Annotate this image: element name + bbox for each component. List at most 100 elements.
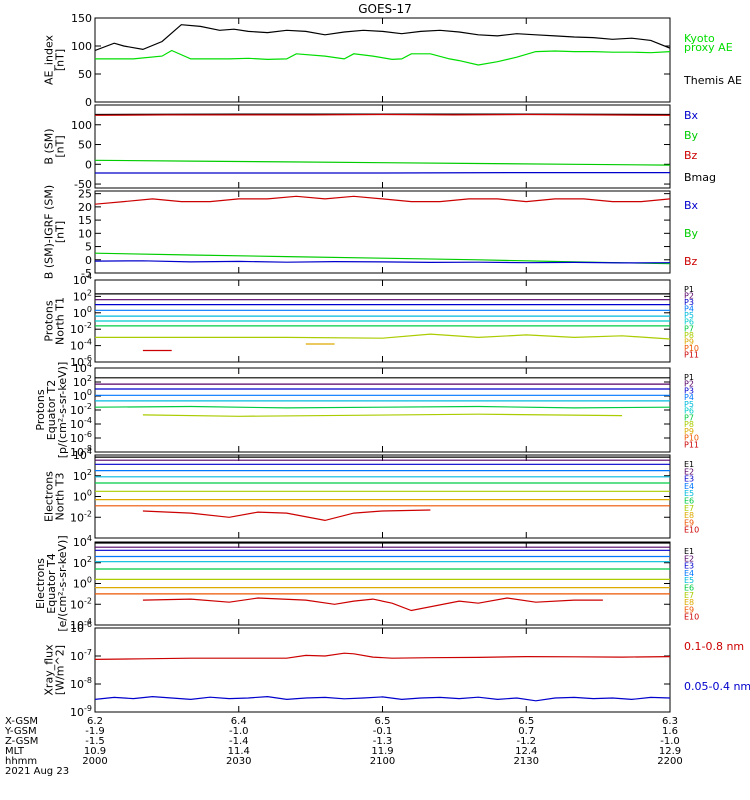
x-tick-value: 12.9 [659, 746, 681, 757]
x-tick-value: 2130 [514, 756, 539, 767]
x-tick-value: 12.4 [515, 746, 537, 757]
legend-entry: E8 [684, 598, 694, 607]
y-axis-label: [W/m^2] [54, 645, 67, 695]
series-line-themis-ae [95, 24, 670, 52]
legend-entry: E9 [684, 518, 694, 527]
y-tick-label: 50 [78, 68, 92, 81]
y-tick-label: 102 [73, 555, 92, 570]
panel-frame [94, 367, 671, 453]
x-tick-value: 2100 [370, 756, 395, 767]
series-line-0-05-0-4-nm [95, 695, 670, 702]
y-tick-label: 100 [73, 576, 92, 591]
legend-entry: E3 [684, 475, 694, 484]
panel-frame [94, 627, 671, 713]
y-axis-label: [nT] [54, 221, 67, 243]
legend-entry: P6 [684, 318, 694, 327]
y-tick-label: 10-8 [70, 676, 92, 691]
x-tick-value: 2200 [657, 756, 682, 767]
y-axis-label: B (SM) [43, 128, 56, 164]
legend-entry: P4 [684, 305, 694, 314]
x-axis-row-label: 2021 Aug 23 [5, 766, 69, 777]
legend-entry: E7 [684, 591, 694, 600]
y-tick-label: 104 [73, 272, 92, 287]
legend-entry: P1 [684, 373, 694, 382]
y-axis-label: [p/(cm²-s-sr-keV)] [56, 362, 69, 459]
legend-entry: proxy AE [684, 41, 733, 54]
y-axis-label: AE_index [43, 34, 56, 85]
y-tick-label: 50 [78, 139, 92, 152]
legend-entry: E5 [684, 576, 694, 585]
legend-entry: 0.1-0.8 nm [684, 640, 744, 653]
y-axis-label: Electrons [34, 558, 47, 609]
legend-entry: Bx [684, 199, 699, 212]
panel-frame [94, 17, 671, 103]
legend-entry: 0.05-0.4 nm [684, 680, 750, 693]
legend-entry: P8 [684, 331, 694, 340]
x-axis-row-label: Y-GSM [4, 726, 37, 737]
y-tick-label: 100 [73, 388, 92, 403]
series-line-e10 [142, 597, 603, 612]
y-axis-label: B (SM)-IGRF (SM) [43, 185, 56, 279]
series-line-bx [95, 260, 670, 264]
legend-entry: E6 [684, 497, 694, 506]
y-axis-label: [e/(cm²-s-sr-keV)] [56, 535, 69, 631]
legend-entry: E2 [684, 467, 694, 476]
series-line-p8 [95, 333, 670, 340]
y-tick-label: 104 [73, 447, 92, 462]
legend-entry: E7 [684, 504, 694, 513]
y-tick-label: -50 [74, 178, 92, 191]
legend-entry: P1 [684, 285, 694, 294]
y-tick-label: 10 [78, 227, 92, 240]
y-tick-label: 102 [73, 374, 92, 389]
legend-entry: P10 [684, 434, 699, 443]
y-tick-label: 25 [78, 188, 92, 201]
legend-entry: P2 [684, 292, 694, 301]
x-tick-value: 10.9 [84, 746, 106, 757]
x-tick-value: -1.4 [229, 736, 249, 747]
x-tick-value: 6.4 [231, 716, 247, 727]
y-tick-label: 15 [78, 214, 92, 227]
legend-entry: P7 [684, 413, 694, 422]
y-tick-label: 10-2 [70, 321, 92, 336]
y-axis-label: North T1 [54, 297, 67, 345]
y-axis-label: Equator T4 [45, 553, 58, 613]
x-tick-value: 2030 [226, 756, 251, 767]
panel-frame [94, 190, 671, 274]
x-tick-value: -1.2 [516, 736, 536, 747]
series-line-by [95, 159, 670, 166]
y-axis-label: Equator T2 [45, 380, 58, 440]
y-tick-label: 102 [73, 288, 92, 303]
x-tick-value: -1.0 [660, 736, 680, 747]
y-axis-label: Xray_flux [43, 644, 56, 696]
x-axis-row-label: X-GSM [5, 716, 38, 727]
legend-entry: P5 [684, 311, 694, 320]
x-tick-value: 6.3 [662, 716, 678, 727]
x-tick-value: -1.0 [229, 726, 249, 737]
legend-entry: E5 [684, 489, 694, 498]
y-tick-label: 0 [85, 158, 92, 171]
legend-entry: E4 [684, 569, 694, 578]
x-tick-value: 6.2 [87, 716, 103, 727]
x-tick-value: -1.3 [373, 736, 393, 747]
legend-entry: E10 [684, 526, 699, 535]
y-axis-label: Electrons [43, 471, 56, 522]
series-line-p6 [95, 405, 670, 409]
panel-frame [94, 104, 671, 189]
y-tick-label: 100 [73, 305, 92, 320]
x-tick-value: 1.6 [662, 726, 678, 737]
legend-entry: P4 [684, 393, 694, 402]
x-tick-value: 0.7 [518, 726, 534, 737]
legend-entry: Bmag [684, 171, 716, 184]
x-tick-value: -1.5 [85, 736, 105, 747]
legend-entry: E2 [684, 554, 694, 563]
y-tick-label: 10-4 [70, 338, 92, 353]
y-tick-label: 150 [71, 12, 92, 25]
y-tick-label: 104 [73, 360, 92, 375]
y-axis-label: North T3 [54, 473, 67, 521]
legend-entry: P7 [684, 324, 694, 333]
y-tick-label: 10-6 [70, 620, 92, 635]
legend-entry: P6 [684, 407, 694, 416]
x-axis-row-label: MLT [5, 746, 25, 757]
